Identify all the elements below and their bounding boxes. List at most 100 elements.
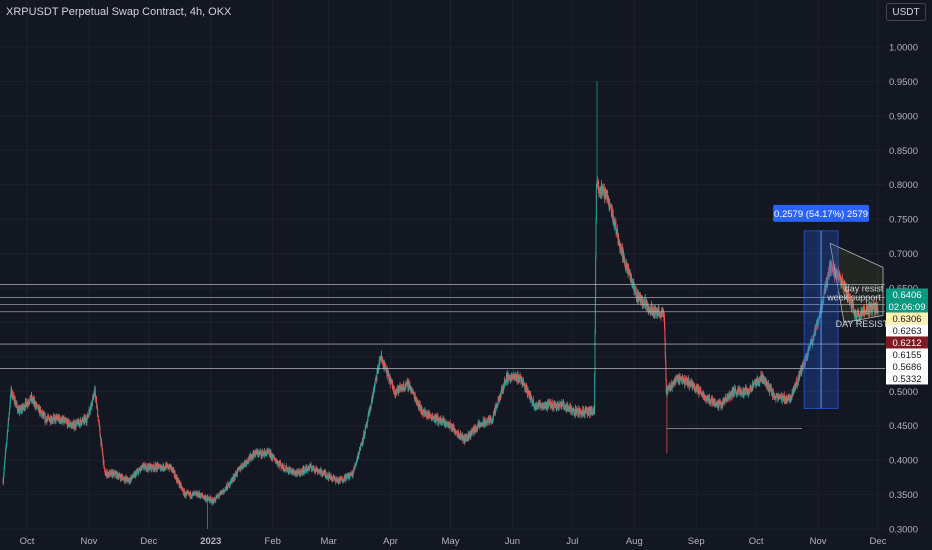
candle-body — [315, 467, 317, 471]
candle-body — [386, 370, 388, 377]
candle-body — [370, 402, 372, 407]
candle-body — [234, 475, 236, 479]
candle-body — [413, 391, 415, 395]
candle-body — [40, 408, 42, 411]
candle-body — [246, 459, 248, 462]
candle-body — [574, 409, 576, 414]
candle-body — [454, 429, 456, 432]
candle-body — [753, 382, 755, 386]
candle-body — [99, 424, 101, 428]
candle-body — [622, 251, 624, 260]
candle-body — [421, 406, 423, 412]
candle-body — [403, 386, 405, 389]
candle-body — [49, 419, 51, 422]
candle-body — [555, 403, 557, 408]
candle-body — [271, 454, 273, 459]
candle-body — [613, 225, 615, 227]
candle-body — [381, 357, 383, 361]
candle-body — [818, 316, 820, 319]
candle-body — [160, 467, 162, 470]
candle-body — [329, 474, 331, 477]
candle-body — [782, 395, 784, 399]
candle-body — [403, 384, 405, 387]
candle-body — [304, 467, 306, 472]
candle-body — [656, 308, 658, 311]
candle-body — [30, 395, 32, 400]
candle-body — [446, 425, 448, 426]
candle-body — [408, 381, 410, 389]
candle-body — [710, 400, 712, 404]
candle-body — [277, 462, 279, 465]
candle-body — [665, 356, 667, 363]
candle-body — [344, 476, 346, 481]
candle-body — [156, 464, 158, 467]
candle-body — [93, 394, 95, 399]
candle-body — [103, 460, 105, 468]
candle-body — [653, 312, 655, 315]
candle-body — [823, 296, 825, 302]
candle-body — [511, 375, 513, 378]
candle-body — [473, 426, 475, 430]
candle-body — [61, 418, 63, 423]
candle-body — [101, 443, 103, 449]
candle-body — [554, 405, 556, 408]
candle-body — [623, 252, 625, 263]
candle-body — [777, 398, 779, 401]
candle-body — [732, 390, 734, 397]
candle-body — [3, 464, 5, 470]
candle-body — [145, 465, 147, 469]
candle-body — [775, 395, 777, 400]
candle-body — [700, 390, 702, 394]
candle-body — [10, 387, 12, 395]
candle-body — [158, 464, 160, 467]
candle-body — [795, 383, 797, 389]
candle-body — [299, 470, 301, 475]
candle-body — [793, 388, 795, 393]
candle-body — [105, 475, 107, 476]
candle-body — [73, 426, 75, 429]
candle-body — [80, 419, 82, 423]
candle-body — [250, 456, 252, 459]
candle-body — [568, 406, 570, 411]
candle-body — [197, 496, 199, 498]
candle-body — [183, 491, 185, 496]
candle-body — [3, 469, 5, 475]
candle-body — [376, 373, 378, 380]
candle-body — [170, 465, 172, 467]
candle-body — [706, 396, 708, 399]
candle-body — [257, 452, 259, 456]
candle-body — [286, 470, 288, 472]
candle-body — [384, 363, 386, 367]
candle-body — [290, 470, 292, 474]
candle-body — [54, 416, 56, 422]
candle-body — [566, 403, 568, 410]
candle-body — [654, 306, 656, 313]
candle-body — [64, 419, 66, 422]
candle-body — [7, 424, 9, 432]
candle-body — [352, 472, 354, 477]
candle-body — [393, 387, 395, 393]
candle-body — [174, 473, 176, 478]
candle-body — [178, 480, 180, 484]
candle-body — [227, 483, 229, 489]
candle-body — [232, 476, 234, 480]
candle-body — [510, 379, 512, 382]
candle-body — [321, 472, 323, 475]
candle-body — [663, 313, 665, 320]
candle-body — [423, 410, 425, 413]
candle-body — [435, 415, 437, 422]
candle-body — [94, 387, 96, 395]
candle-body — [602, 186, 604, 195]
candle-body — [68, 424, 70, 426]
candle-body — [149, 464, 151, 469]
candle-body — [684, 377, 686, 385]
candle-body — [554, 401, 556, 408]
candle-body — [226, 488, 228, 490]
candle-body — [27, 402, 29, 404]
candle-body — [286, 466, 288, 471]
candle-body — [55, 416, 57, 421]
candle-body — [502, 390, 504, 391]
candle-body — [92, 394, 94, 400]
candle-body — [303, 468, 305, 474]
